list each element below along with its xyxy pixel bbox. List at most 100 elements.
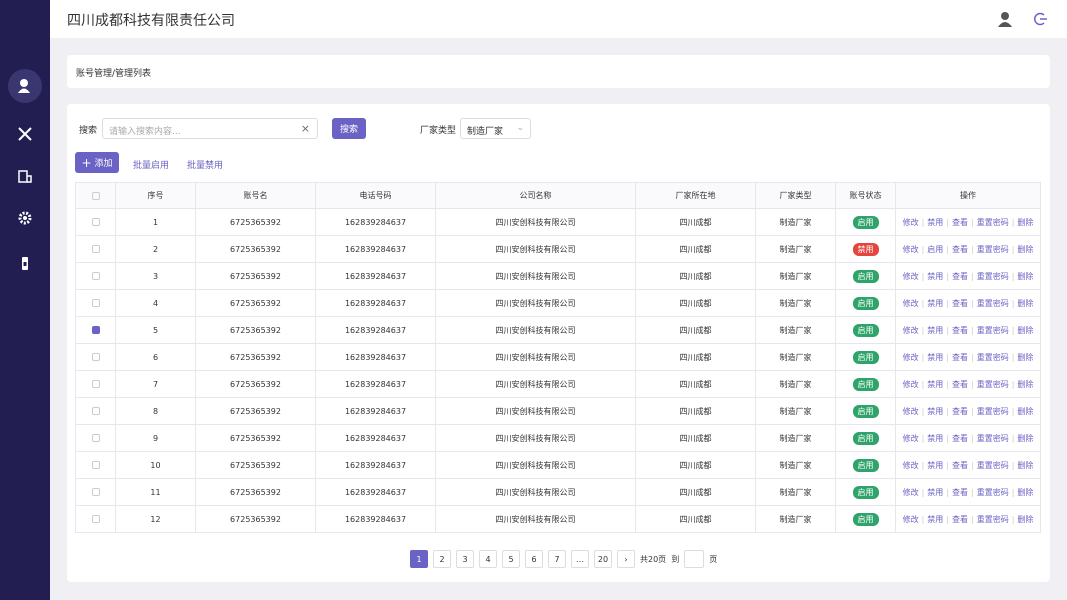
- action-link[interactable]: 查看: [952, 487, 968, 497]
- action-link[interactable]: 重置密码: [976, 460, 1009, 470]
- row-checkbox[interactable]: [91, 380, 100, 388]
- row-checkbox[interactable]: [91, 434, 100, 442]
- row-checkbox[interactable]: [91, 515, 100, 523]
- row-checkbox[interactable]: [91, 326, 100, 334]
- nav-tools[interactable]: [10, 119, 40, 149]
- action-link[interactable]: 禁用: [927, 514, 944, 524]
- action-link[interactable]: 修改: [902, 352, 919, 362]
- action-link[interactable]: 修改: [902, 379, 919, 389]
- action-link[interactable]: 禁用: [927, 271, 944, 281]
- page-button[interactable]: 2: [433, 550, 451, 568]
- action-link[interactable]: 删除: [1017, 379, 1034, 389]
- row-checkbox-cell[interactable]: [75, 343, 116, 371]
- action-link[interactable]: 删除: [1017, 460, 1034, 470]
- action-link[interactable]: 删除: [1017, 406, 1034, 416]
- action-link[interactable]: 修改: [902, 433, 919, 443]
- action-link[interactable]: 查看: [952, 298, 968, 308]
- row-checkbox-cell[interactable]: [75, 370, 116, 398]
- nav-account[interactable]: [8, 69, 42, 103]
- action-link[interactable]: 查看: [952, 379, 968, 389]
- action-link[interactable]: 删除: [1017, 217, 1034, 227]
- row-checkbox-cell[interactable]: [75, 424, 116, 452]
- action-link[interactable]: 修改: [902, 487, 919, 497]
- action-link[interactable]: 修改: [902, 244, 919, 254]
- action-link[interactable]: 修改: [902, 325, 919, 335]
- action-link[interactable]: 修改: [902, 298, 919, 308]
- action-link[interactable]: 删除: [1017, 298, 1034, 308]
- page-button[interactable]: 4: [479, 550, 497, 568]
- row-checkbox[interactable]: [91, 299, 100, 307]
- action-link[interactable]: 禁用: [927, 487, 944, 497]
- row-checkbox-cell[interactable]: [75, 316, 116, 344]
- action-link[interactable]: 修改: [902, 406, 919, 416]
- action-link[interactable]: 删除: [1017, 271, 1034, 281]
- batch-disable[interactable]: 批量禁用: [187, 161, 224, 171]
- row-checkbox[interactable]: [91, 488, 100, 496]
- action-link[interactable]: 查看: [952, 352, 968, 362]
- row-checkbox-cell[interactable]: [75, 235, 116, 263]
- action-link[interactable]: 禁用: [927, 352, 944, 362]
- filter-select[interactable]: 制造厂家 ⌄: [460, 118, 531, 139]
- page-button[interactable]: 20: [594, 550, 612, 568]
- action-link[interactable]: 重置密码: [976, 433, 1009, 443]
- row-checkbox-cell[interactable]: [75, 397, 116, 425]
- action-link[interactable]: 重置密码: [976, 487, 1009, 497]
- add-button[interactable]: + 添加: [75, 152, 119, 173]
- page-button[interactable]: 3: [456, 550, 474, 568]
- action-link[interactable]: 查看: [952, 325, 968, 335]
- goto-input[interactable]: [684, 550, 705, 568]
- action-link[interactable]: 修改: [902, 217, 919, 227]
- header-checkbox[interactable]: [75, 182, 116, 209]
- action-link[interactable]: 重置密码: [976, 514, 1009, 524]
- action-link[interactable]: 删除: [1017, 487, 1034, 497]
- action-link[interactable]: 查看: [952, 460, 968, 470]
- page-button[interactable]: 1: [410, 550, 428, 568]
- action-link[interactable]: 重置密码: [976, 217, 1009, 227]
- row-checkbox-cell[interactable]: [75, 451, 116, 479]
- action-link[interactable]: 重置密码: [976, 406, 1009, 416]
- action-link[interactable]: 删除: [1017, 244, 1034, 254]
- action-link[interactable]: 禁用: [927, 433, 944, 443]
- action-link[interactable]: 修改: [902, 271, 919, 281]
- action-link[interactable]: 重置密码: [976, 379, 1009, 389]
- action-link[interactable]: 禁用: [927, 298, 944, 308]
- row-checkbox-cell[interactable]: [75, 505, 116, 533]
- row-checkbox[interactable]: [91, 245, 100, 253]
- row-checkbox-cell[interactable]: [75, 289, 116, 317]
- nav-device[interactable]: [10, 248, 40, 278]
- action-link[interactable]: 查看: [952, 406, 968, 416]
- logout-icon[interactable]: [1034, 12, 1048, 26]
- nav-factory[interactable]: [10, 161, 40, 191]
- next-page[interactable]: ›: [617, 550, 635, 568]
- action-link[interactable]: 禁用: [927, 406, 944, 416]
- page-button[interactable]: 5: [502, 550, 520, 568]
- action-link[interactable]: 重置密码: [976, 298, 1009, 308]
- action-link[interactable]: 禁用: [927, 217, 944, 227]
- page-button[interactable]: …: [571, 550, 589, 568]
- action-link[interactable]: 重置密码: [976, 244, 1009, 254]
- action-link[interactable]: 禁用: [927, 379, 944, 389]
- action-link[interactable]: 修改: [902, 514, 919, 524]
- action-link[interactable]: 启用: [927, 244, 944, 254]
- search-button[interactable]: 搜索: [332, 118, 366, 139]
- batch-enable[interactable]: 批量启用: [133, 161, 170, 171]
- action-link[interactable]: 查看: [952, 514, 968, 524]
- action-link[interactable]: 查看: [952, 271, 968, 281]
- action-link[interactable]: 查看: [952, 217, 968, 227]
- action-link[interactable]: 查看: [952, 244, 968, 254]
- action-link[interactable]: 删除: [1017, 433, 1034, 443]
- row-checkbox-cell[interactable]: [75, 262, 116, 290]
- action-link[interactable]: 删除: [1017, 514, 1034, 524]
- action-link[interactable]: 重置密码: [976, 325, 1009, 335]
- page-button[interactable]: 6: [525, 550, 543, 568]
- action-link[interactable]: 删除: [1017, 325, 1034, 335]
- row-checkbox-cell[interactable]: [75, 208, 116, 236]
- action-link[interactable]: 修改: [902, 460, 919, 470]
- action-link[interactable]: 重置密码: [976, 352, 1009, 362]
- action-link[interactable]: 禁用: [927, 460, 944, 470]
- user-icon[interactable]: [997, 11, 1013, 27]
- row-checkbox[interactable]: [91, 218, 100, 226]
- action-link[interactable]: 查看: [952, 433, 968, 443]
- action-link[interactable]: 禁用: [927, 325, 944, 335]
- action-link[interactable]: 删除: [1017, 352, 1034, 362]
